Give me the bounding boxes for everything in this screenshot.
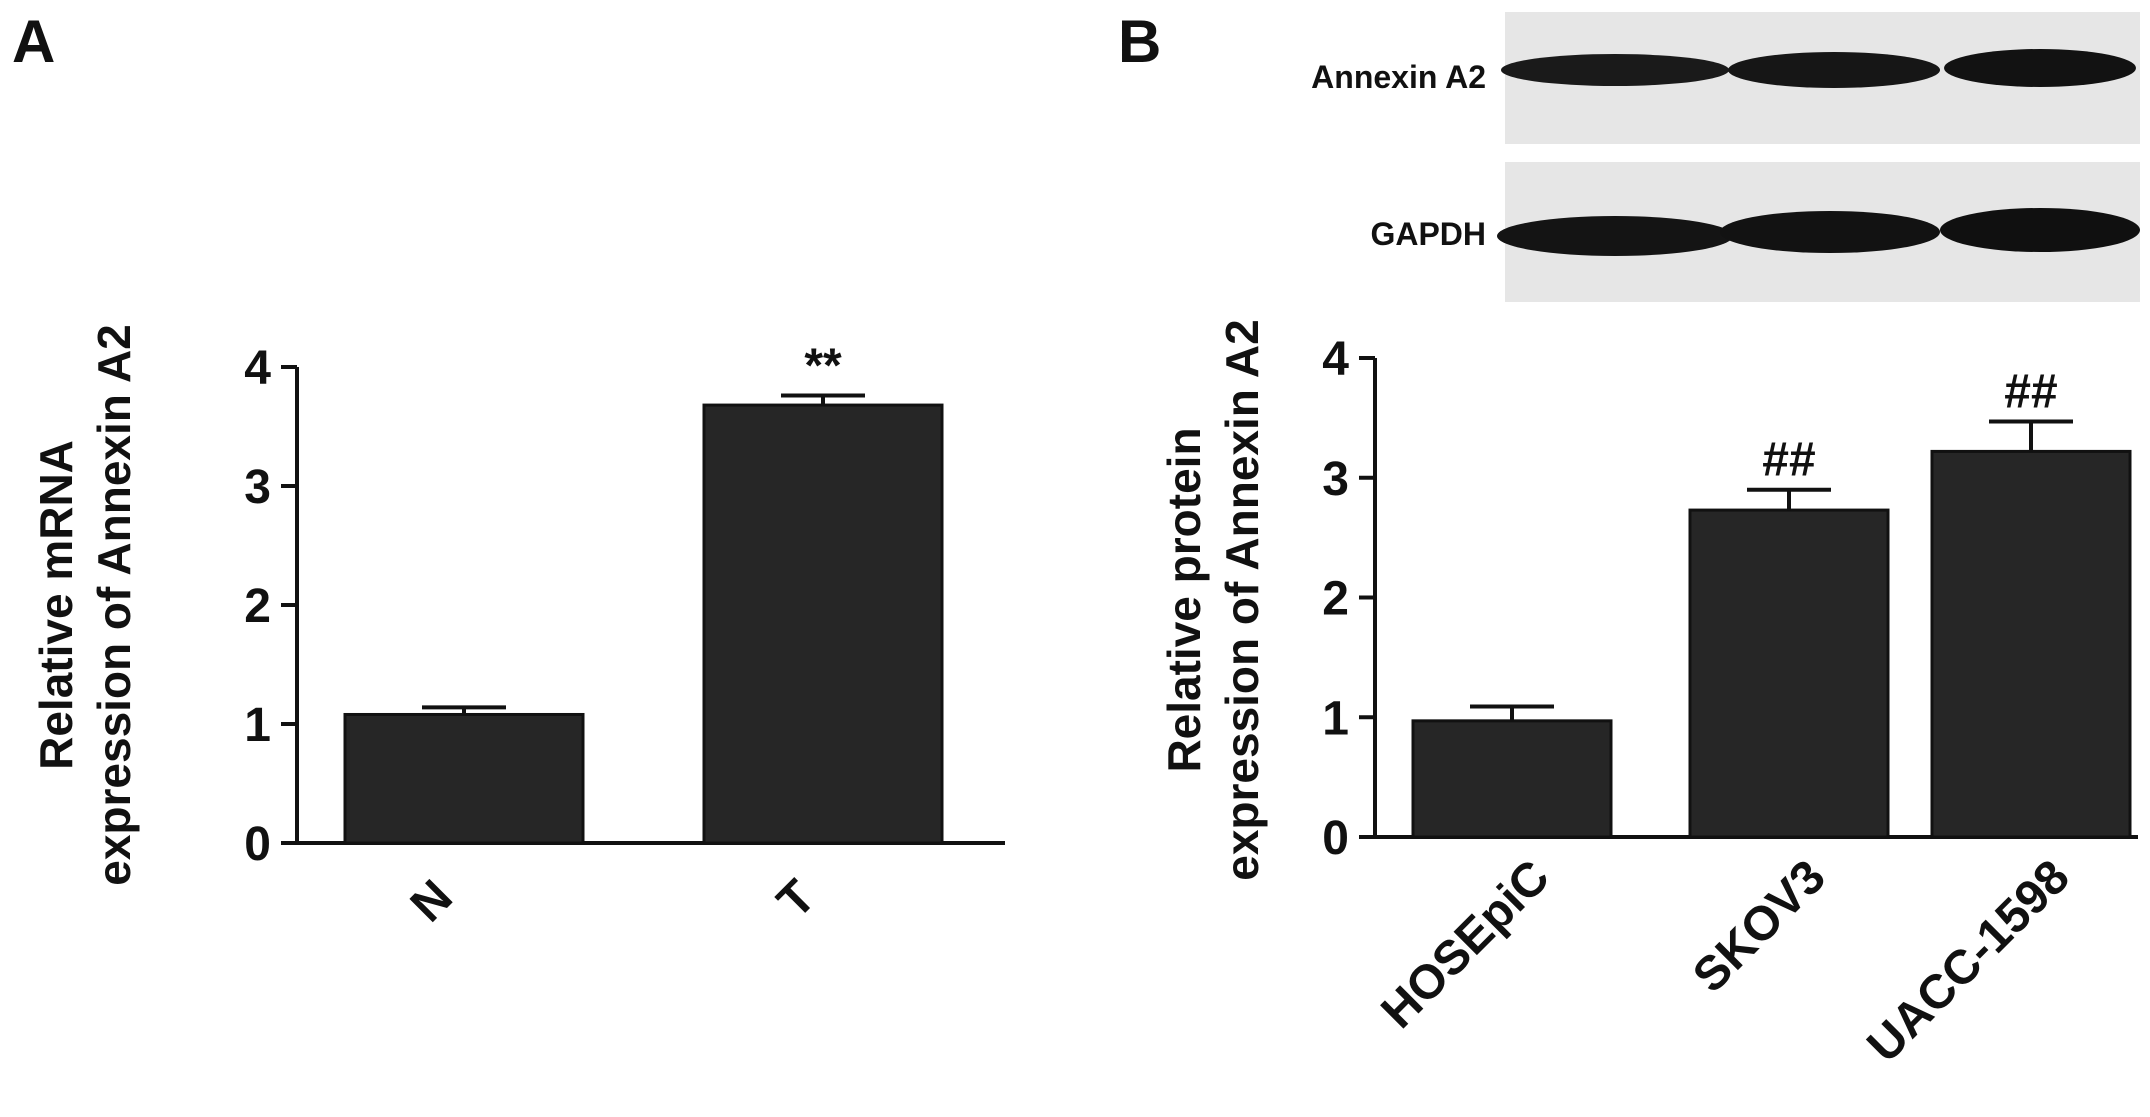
x-tick-label-t: T (768, 870, 826, 928)
blot-row-annexin-a2: Annexin A2 (1311, 12, 2140, 144)
y-tick-label: 3 (1322, 453, 1349, 506)
blot-band (1497, 216, 1733, 256)
panel-b-letter: B (1118, 8, 1161, 75)
x-tick-label-skov3: SKOV3 (1683, 850, 1836, 1003)
western-blot: Annexin A2 GAPDH (1311, 12, 2140, 302)
blot-band (1728, 52, 1940, 88)
y-axis-title: expression of Annexin A2 (88, 324, 140, 886)
blot-row-gapdh: GAPDH (1370, 162, 2140, 302)
y-tick-label: 2 (244, 580, 271, 633)
y-axis-title: expression of Annexin A2 (1216, 319, 1268, 881)
y-tick-label: 4 (244, 342, 271, 395)
x-tick-label-uacc-1598: UACC-1598 (1857, 850, 2079, 1072)
blot-band (1720, 211, 1940, 253)
blot-band (1944, 49, 2136, 87)
y-tick-label: 4 (1322, 333, 1349, 386)
bar-uacc-1598 (1930, 449, 2132, 839)
blot-label-gapdh: GAPDH (1370, 216, 1486, 252)
blot-band (1940, 208, 2140, 252)
significance-marker: ** (804, 340, 842, 393)
significance-marker: ## (1762, 434, 1815, 487)
blot-label-annexin-a2: Annexin A2 (1311, 59, 1486, 95)
y-tick-label: 1 (1322, 692, 1349, 745)
bar-skov3 (1688, 508, 1890, 839)
chart-b-protein-expression: 0 1 2 3 4 HOSEpiC ## SKOV3 ## UACC-1598 Relative p… (1158, 319, 2138, 1073)
y-axis-title: Relative protein (1158, 427, 1210, 772)
bar-hosepic (1411, 719, 1613, 839)
y-tick-label: 2 (1322, 573, 1349, 626)
bar-t (702, 403, 944, 845)
panel-a-letter: A (12, 8, 55, 75)
significance-marker: ## (2004, 365, 2057, 418)
y-tick-label: 1 (244, 699, 271, 752)
x-tick-label-hosepic: HOSEpiC (1371, 850, 1559, 1038)
x-tick-label-n: N (401, 870, 463, 932)
y-tick-label: 3 (244, 461, 271, 514)
bar-n (343, 712, 585, 845)
chart-a-mrna-expression: 0 1 2 3 4 N ** T Relative mRNA expression of Anne… (30, 324, 1005, 932)
y-tick-label: 0 (244, 818, 271, 871)
blot-band (1501, 54, 1729, 86)
y-axis-title: Relative mRNA (30, 440, 82, 770)
y-tick-label: 0 (1322, 812, 1349, 865)
